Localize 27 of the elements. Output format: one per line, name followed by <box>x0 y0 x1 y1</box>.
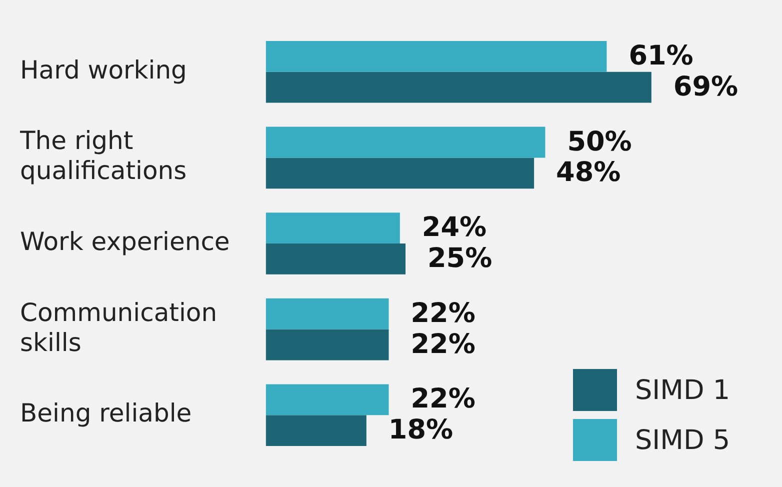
bar <box>266 384 389 416</box>
bar <box>266 158 534 189</box>
data-label: 48% <box>556 157 621 188</box>
data-label: 18% <box>388 414 454 446</box>
y-tick-label: Hard working <box>20 55 187 84</box>
data-label: 61% <box>628 40 694 72</box>
bar <box>266 244 406 274</box>
bar <box>266 41 607 72</box>
y-tick-label: Work experience <box>20 227 230 256</box>
legend-label: SIMD 1 <box>635 374 730 406</box>
legend-label: SIMD 5 <box>635 424 730 456</box>
bar <box>266 415 366 446</box>
bar <box>266 212 400 244</box>
y-tick-label: Being reliable <box>20 398 192 428</box>
data-label: 25% <box>428 242 492 274</box>
bar <box>266 72 652 103</box>
data-label: 22% <box>410 298 476 329</box>
data-label: 69% <box>673 71 738 102</box>
bar <box>266 126 546 158</box>
data-label: 50% <box>567 126 632 158</box>
y-tick-label: Communication skills <box>20 298 218 357</box>
bar <box>266 298 389 330</box>
data-label: 24% <box>422 212 487 244</box>
bar <box>266 329 389 360</box>
data-label: 22% <box>410 384 476 415</box>
y-tick-label: The right qualifications <box>19 126 187 186</box>
data-label: 22% <box>410 328 476 360</box>
